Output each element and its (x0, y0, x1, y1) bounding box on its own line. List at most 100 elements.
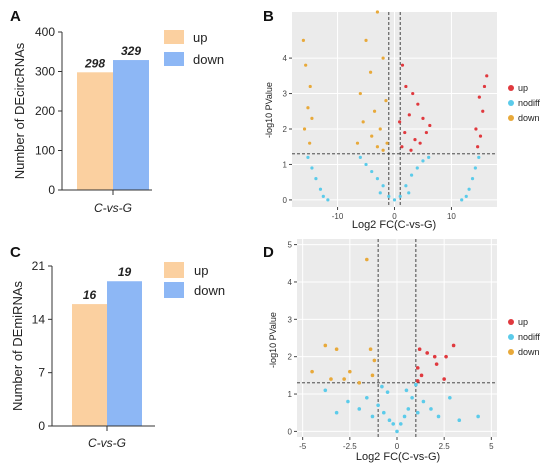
panel-d-legend: up nodiff down (508, 317, 540, 357)
panel-d-point-nodiff (385, 390, 390, 394)
panel-d-point-up (425, 351, 429, 355)
panel-b-point-nodiff (387, 194, 391, 198)
panel-d-point-nodiff (334, 410, 339, 415)
panel-b-point-down (310, 116, 314, 120)
panel-d-point-down (348, 369, 352, 374)
panel-d-x-tick-label: 0 (395, 442, 400, 451)
panel-b-point-nodiff (415, 166, 419, 170)
panel-d-point-down (357, 381, 362, 385)
panel-b-point-nodiff (358, 155, 362, 159)
panel-d-point-down (329, 377, 333, 381)
panel-d-point-nodiff (406, 407, 411, 411)
panel-d-point-nodiff (376, 403, 380, 408)
panel-d-y-tick-label: 5 (288, 241, 293, 250)
panel-b-point-nodiff (306, 155, 310, 159)
panel-d-point-nodiff (448, 395, 452, 400)
panel-b-point-up (482, 84, 487, 89)
panel-d-point-up (419, 373, 424, 378)
panel-a-y-tick-label: 100 (35, 144, 55, 158)
panel-b-point-nodiff (370, 169, 374, 174)
panel-d-point-down (368, 347, 373, 352)
panel-d-y-tick-label: 4 (288, 278, 293, 287)
panel-c-bar-chart: 0 7 14 21 16 19 C-vs-G Number of DEmiRNAs up… (10, 259, 225, 450)
panel-letter-d: D (263, 244, 274, 261)
panel-d-point-down (323, 343, 328, 348)
panel-c-y-tick-label: 14 (32, 312, 46, 326)
panel-d-point-up (451, 343, 456, 348)
panel-b-point-up (403, 130, 407, 135)
panel-b-legend-dot-down (508, 115, 514, 121)
panel-b-x-axis-label: Log2 FC(C-vs-G) (352, 219, 436, 231)
panel-c-y-tick-label: 0 (38, 419, 45, 433)
panel-c-legend: up down (164, 262, 225, 298)
panel-b-point-nodiff (364, 162, 368, 167)
panel-b-y-axis-label: -log10 PValue (264, 82, 274, 138)
panel-b-legend-dot-nodiff (508, 100, 514, 106)
panel-d-legend-label-down: down (518, 347, 540, 357)
panel-d-point-down (370, 373, 375, 378)
panel-d-point-up (417, 347, 422, 352)
panel-b-point-up (398, 120, 402, 124)
panel-d-point-nodiff (387, 418, 392, 422)
panel-d-x-tick-label: 2.5 (439, 442, 451, 451)
panel-a-y-tick-label: 400 (35, 25, 55, 39)
panel-c-legend-label-up: up (194, 263, 208, 278)
panel-b-point-down (381, 56, 385, 60)
panel-d-y-axis-label: -log10 PValue (268, 312, 278, 368)
panel-c-y-axis-label: Number of DEmiRNAs (10, 280, 25, 411)
panel-b-point-down (381, 148, 385, 152)
panel-b-point-down (358, 91, 362, 96)
panel-d-point-nodiff (395, 429, 399, 434)
panel-b-point-down (385, 141, 389, 145)
panel-b-point-down (306, 106, 310, 110)
panel-b-point-down (368, 70, 373, 74)
panel-b-point-up (404, 84, 408, 89)
panel-d-point-up (442, 377, 446, 381)
panel-b-legend-dot-up (508, 85, 514, 91)
panel-b-point-up (485, 74, 489, 78)
panel-d-point-nodiff (357, 407, 362, 411)
panel-a-bar-label-up: 298 (84, 56, 105, 70)
panel-b-point-down (302, 127, 307, 131)
panel-d-volcano-plot: -5 -2.5 0 2.5 5 0 1 2 3 4 5 Log2 FC(C-vs-G) -log10… (268, 239, 540, 463)
panel-c-bar-up (72, 304, 107, 426)
panel-b-point-up (478, 134, 483, 138)
panel-b-point-down (308, 141, 312, 145)
panel-a-legend-swatch-up (164, 30, 184, 44)
panel-a-bar-up (77, 72, 113, 190)
panel-d-point-nodiff (380, 384, 384, 389)
panel-a-legend: up down (164, 30, 224, 67)
panel-a-y-axis-label: Number of DEcircRNAs (12, 42, 27, 179)
panel-b-point-nodiff (310, 166, 314, 170)
panel-c-legend-swatch-down (164, 282, 184, 298)
panel-b-point-down (375, 145, 380, 149)
panel-b-point-up (428, 123, 432, 128)
panel-b-point-nodiff (314, 177, 318, 181)
panel-b-x-tick-label: 10 (447, 212, 456, 221)
panel-b-point-down (301, 38, 305, 42)
panel-b-point-nodiff (460, 198, 464, 202)
panel-a-bar-down (113, 60, 149, 190)
panel-d-legend-label-nodiff: nodiff (518, 332, 540, 342)
panel-b-point-up (413, 138, 417, 142)
panel-b-point-down (304, 63, 308, 67)
panel-d-point-up (415, 379, 420, 383)
panel-d-point-down (310, 369, 314, 374)
panel-d-legend-dot-nodiff (508, 334, 514, 340)
panel-b-point-up (476, 145, 480, 149)
panel-d-x-axis-label: Log2 FC(C-vs-G) (356, 451, 440, 463)
panel-b-point-up (418, 141, 422, 145)
panel-a-legend-label-up: up (193, 30, 207, 45)
panel-d-y-tick-label: 0 (288, 427, 293, 436)
panel-d-point-down (365, 257, 369, 262)
panel-b-x-tick-label: 0 (392, 212, 397, 221)
panel-b-legend-label-up: up (518, 83, 528, 93)
panel-letter-a: A (10, 8, 21, 25)
panel-a-legend-label-down: down (193, 52, 224, 67)
panel-c-bar-label-down: 19 (118, 265, 132, 279)
panel-b-point-up (477, 95, 481, 99)
panel-b-volcano-plot: -10 0 10 0 1 2 3 4 Log2 FC(C-vs-G) -log10 PValu… (264, 10, 540, 231)
panel-letter-c: C (10, 244, 21, 261)
panel-d-y-tick-label: 2 (288, 353, 293, 362)
